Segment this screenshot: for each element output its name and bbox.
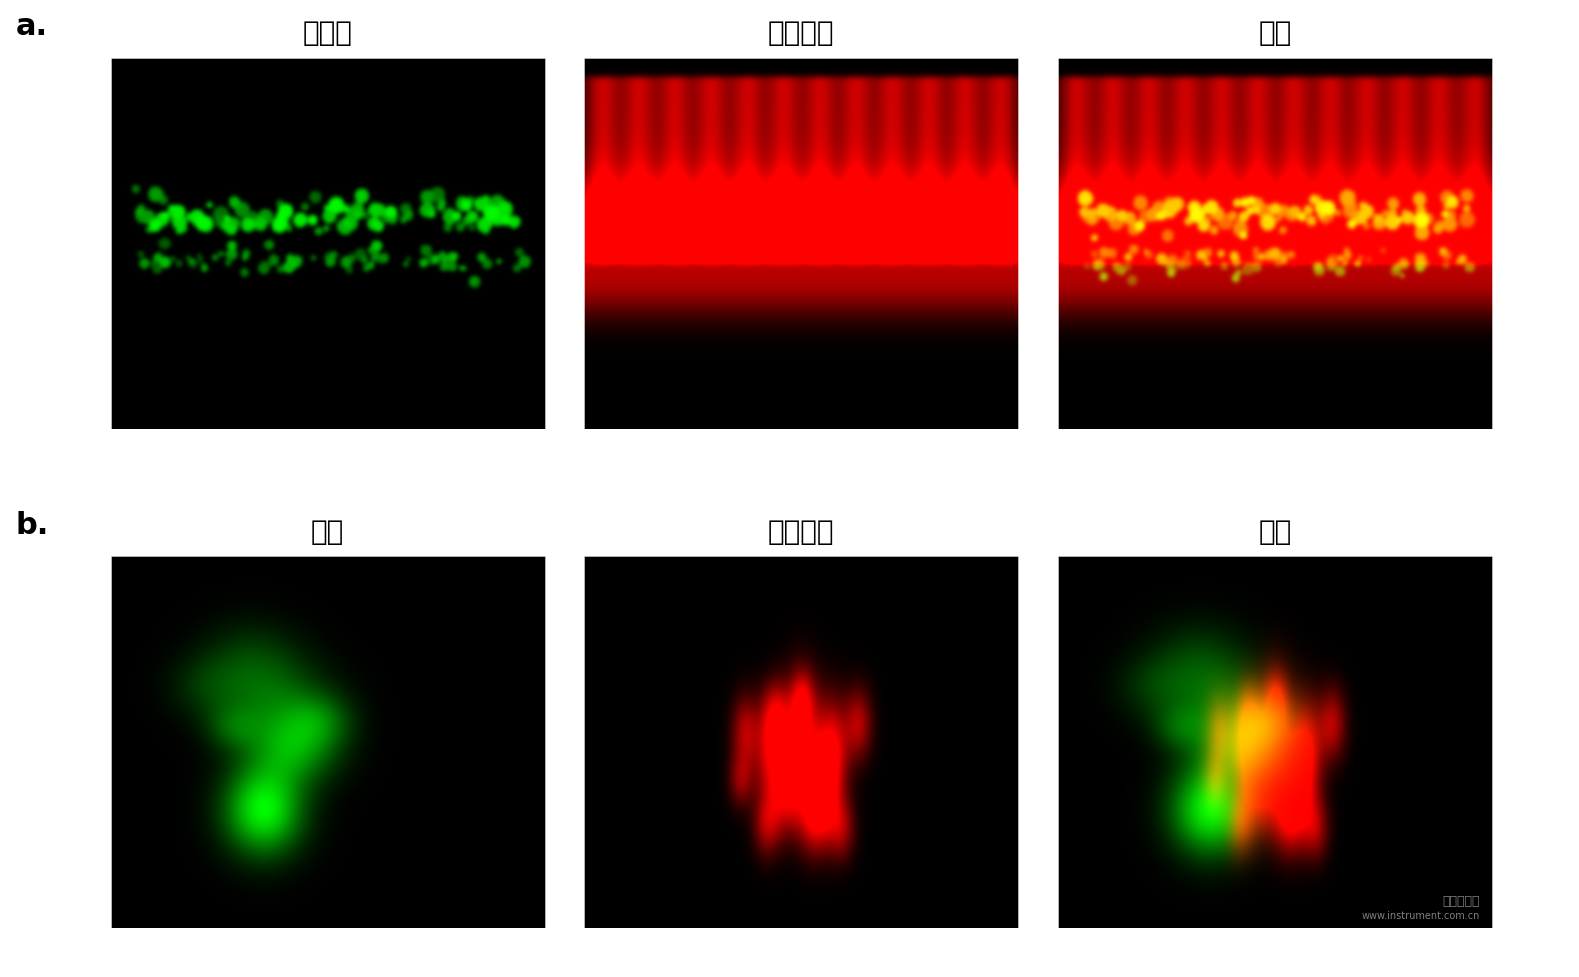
Text: www.instrument.com.cn: www.instrument.com.cn (1361, 911, 1480, 920)
Text: 仪器信息网: 仪器信息网 (1442, 894, 1480, 907)
Text: 血管内皮: 血管内皮 (767, 517, 835, 545)
Text: 血管内皮: 血管内皮 (767, 19, 835, 47)
Text: b.: b. (16, 510, 49, 539)
Text: 叠加: 叠加 (1258, 19, 1292, 47)
Text: 红细胞: 红细胞 (303, 19, 352, 47)
Text: 心脏: 心脏 (311, 517, 344, 545)
Text: 叠加: 叠加 (1258, 517, 1292, 545)
Text: a.: a. (16, 12, 47, 41)
